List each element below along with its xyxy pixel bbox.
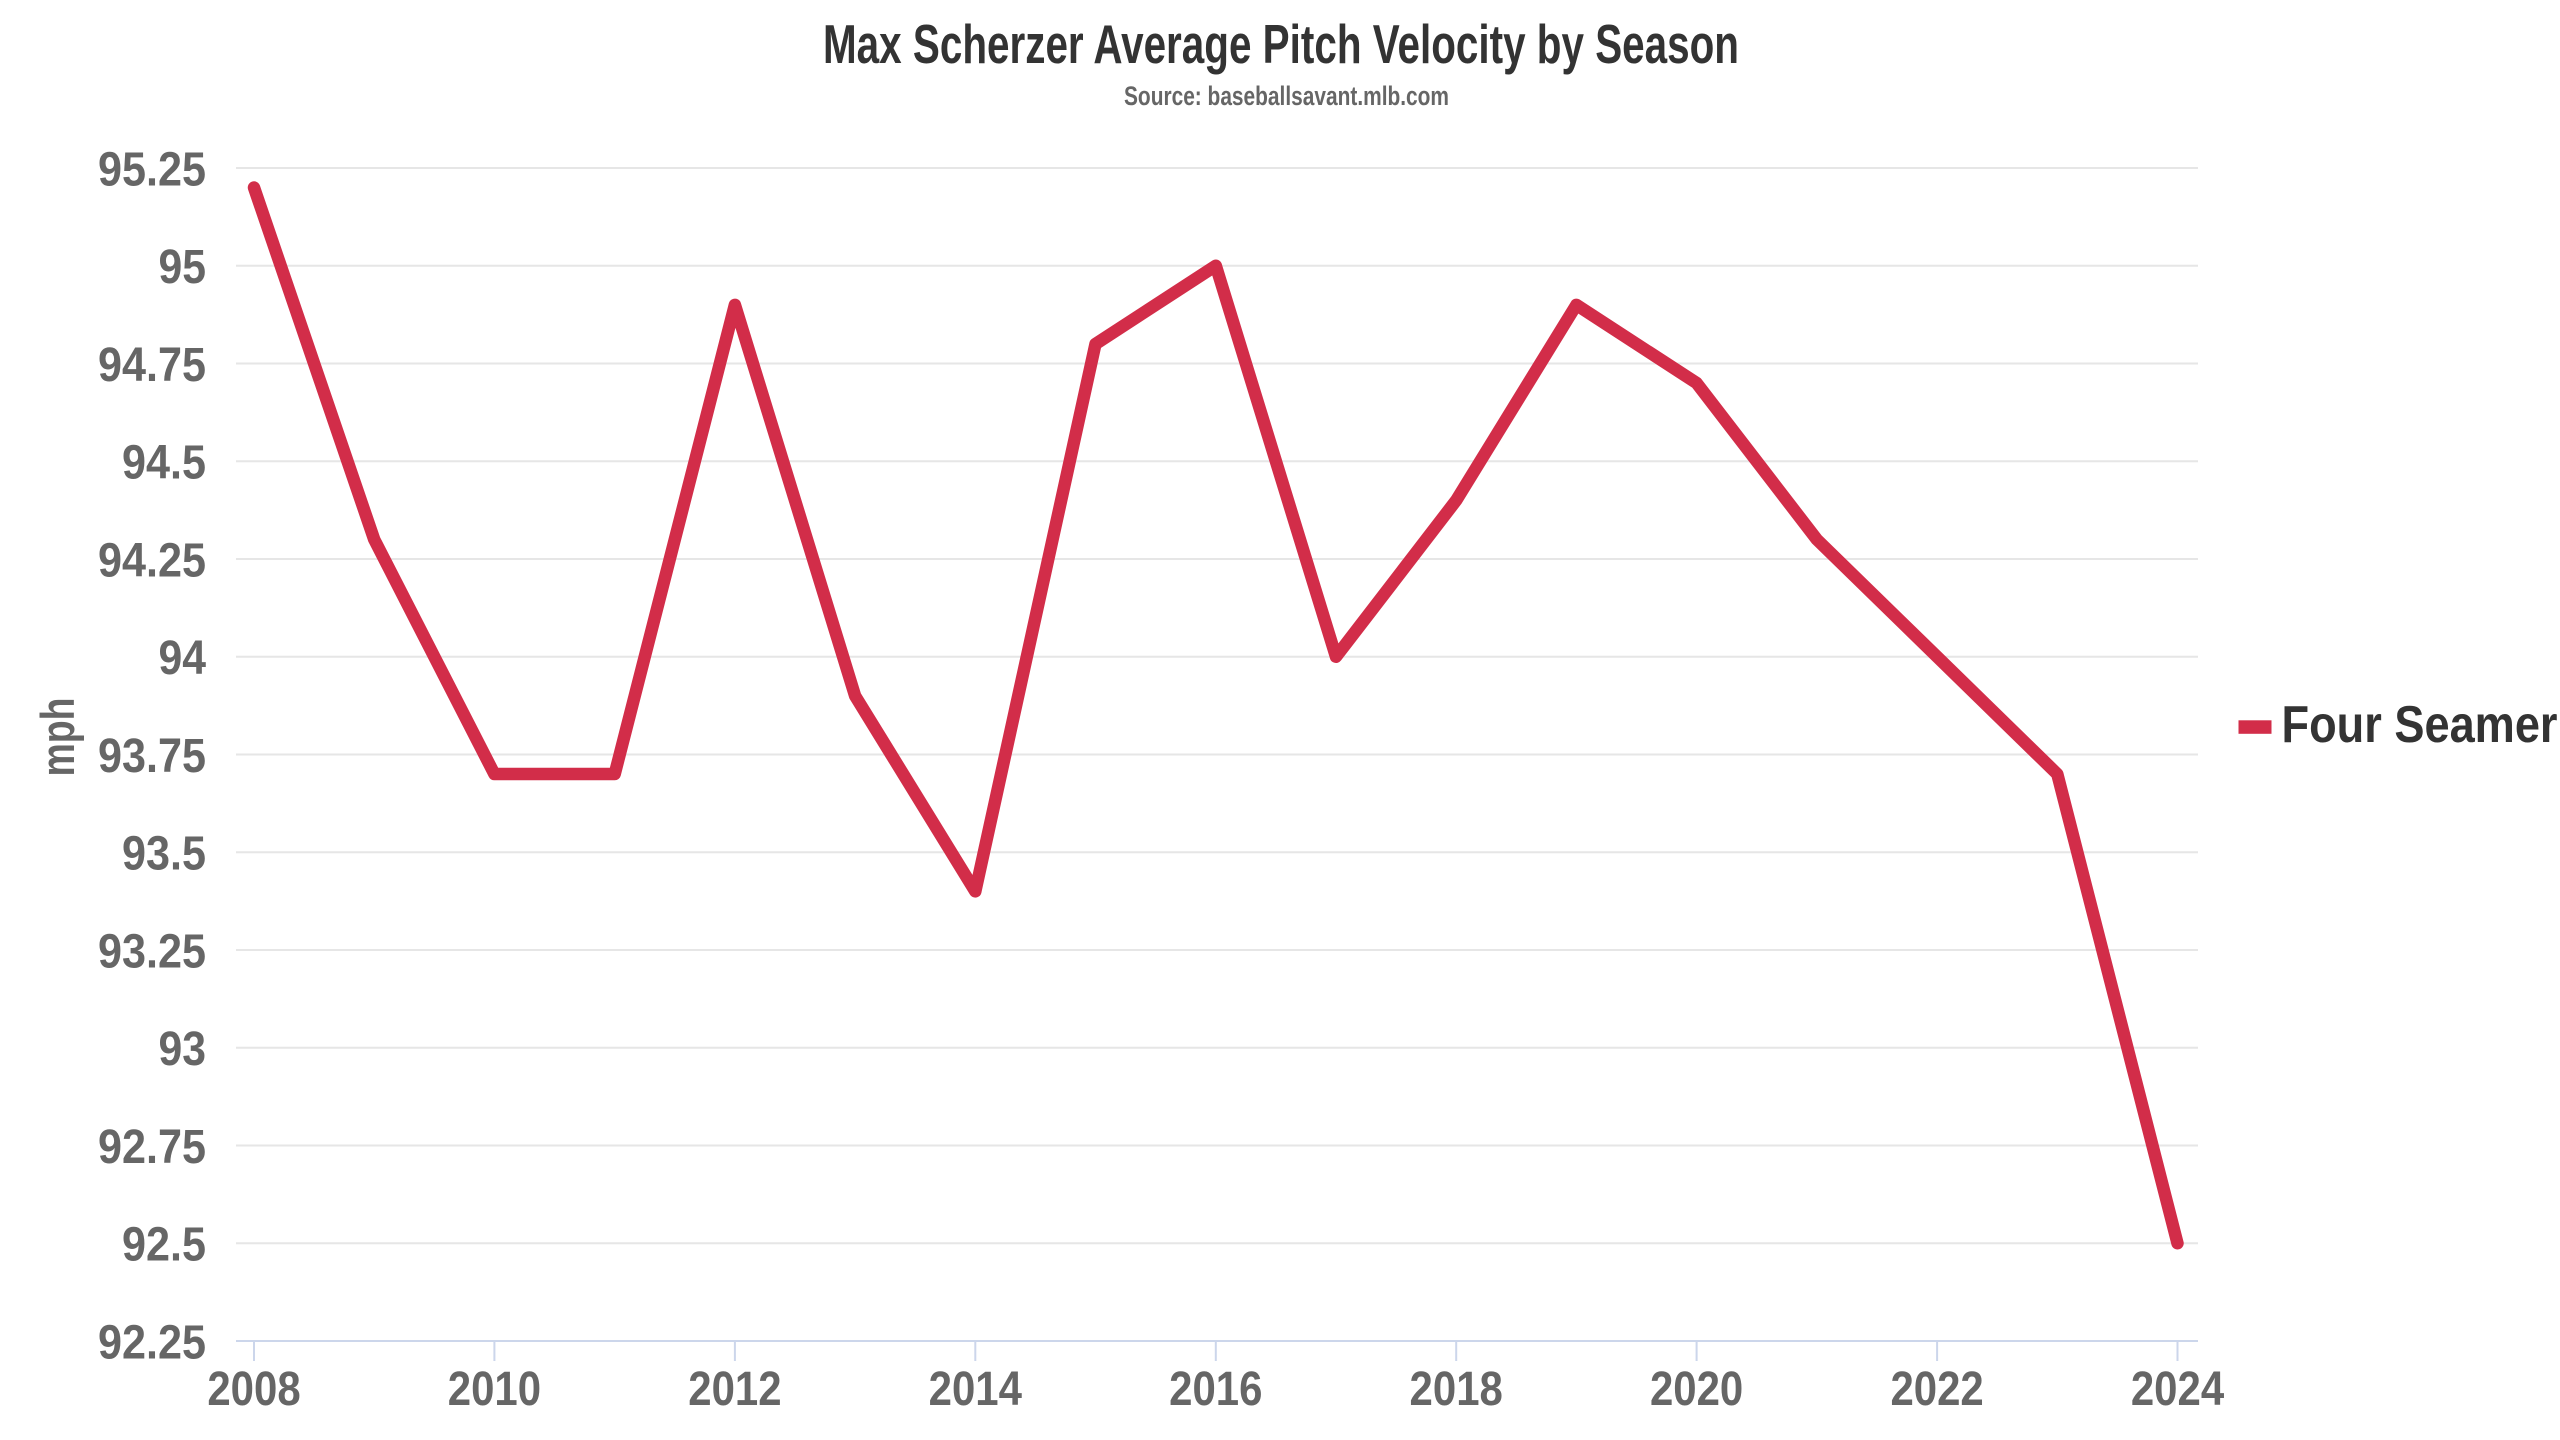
svg-text:92.75: 92.75 bbox=[98, 1121, 206, 1174]
svg-text:93.75: 93.75 bbox=[98, 730, 206, 783]
svg-text:94: 94 bbox=[159, 632, 207, 685]
svg-text:93.5: 93.5 bbox=[122, 828, 206, 881]
svg-text:92.5: 92.5 bbox=[122, 1219, 206, 1272]
svg-text:93: 93 bbox=[159, 1023, 207, 1076]
svg-text:2014: 2014 bbox=[929, 1363, 1023, 1416]
svg-text:mph: mph bbox=[31, 698, 84, 777]
svg-text:95.25: 95.25 bbox=[98, 143, 206, 196]
svg-text:Source: baseballsavant.mlb.com: Source: baseballsavant.mlb.com bbox=[1124, 81, 1449, 111]
svg-text:2018: 2018 bbox=[1410, 1363, 1503, 1416]
svg-text:92.25: 92.25 bbox=[98, 1316, 206, 1369]
svg-text:2020: 2020 bbox=[1650, 1363, 1743, 1416]
svg-text:94.5: 94.5 bbox=[122, 437, 206, 490]
svg-text:94.25: 94.25 bbox=[98, 534, 206, 587]
svg-text:Four Seamer: Four Seamer bbox=[2282, 696, 2558, 754]
svg-text:94.75: 94.75 bbox=[98, 339, 206, 392]
svg-text:2016: 2016 bbox=[1169, 1363, 1262, 1416]
svg-text:2008: 2008 bbox=[207, 1363, 300, 1416]
svg-text:2012: 2012 bbox=[688, 1363, 781, 1416]
svg-text:2010: 2010 bbox=[448, 1363, 541, 1416]
svg-text:93.25: 93.25 bbox=[98, 925, 206, 978]
svg-text:2024: 2024 bbox=[2131, 1363, 2225, 1416]
svg-text:Max Scherzer Average Pitch Vel: Max Scherzer Average Pitch Velocity by S… bbox=[823, 13, 1739, 75]
svg-text:95: 95 bbox=[159, 241, 207, 294]
svg-text:2022: 2022 bbox=[1890, 1363, 1983, 1416]
